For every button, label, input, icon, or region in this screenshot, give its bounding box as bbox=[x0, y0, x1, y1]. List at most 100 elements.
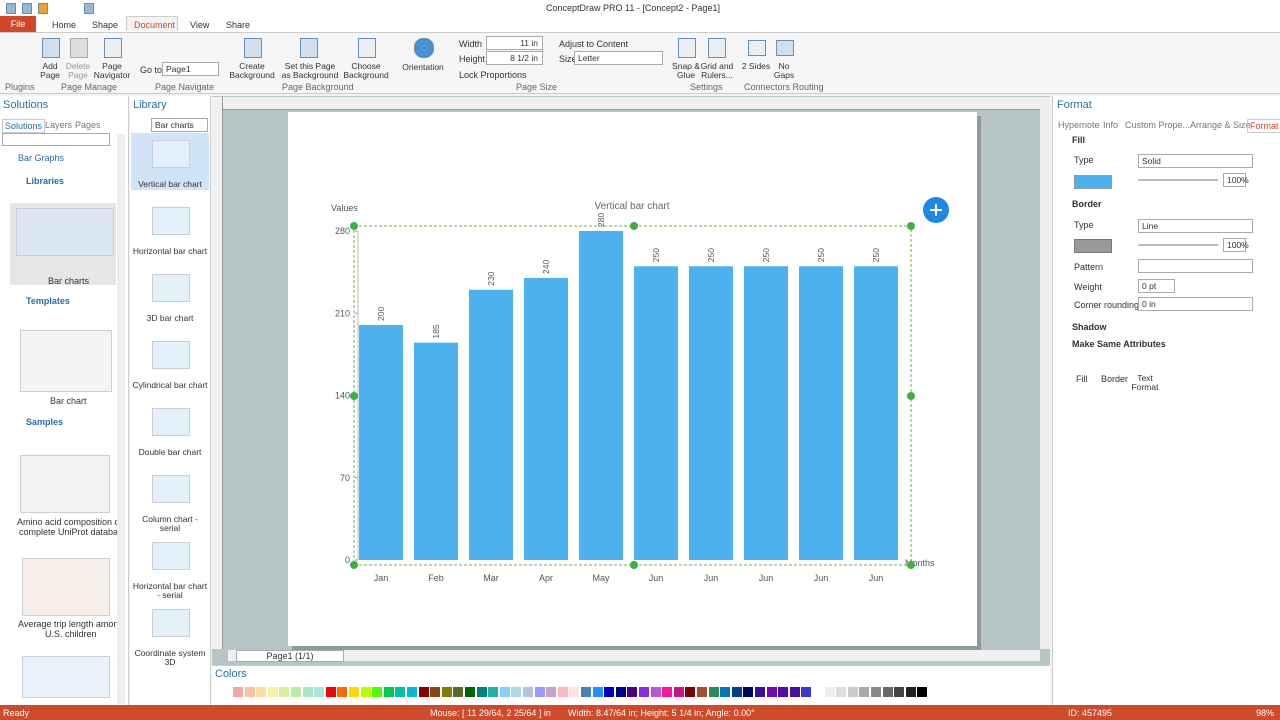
color-swatch bbox=[697, 687, 707, 697]
same-button[interactable]: Border bbox=[1101, 374, 1129, 384]
qa-icon[interactable] bbox=[22, 3, 32, 14]
qa-icon[interactable] bbox=[38, 3, 48, 14]
thumbnail[interactable] bbox=[22, 558, 110, 616]
section-header[interactable]: Fill bbox=[1072, 135, 1085, 145]
goto-input[interactable]: Page1 bbox=[162, 62, 219, 76]
qa-icon[interactable] bbox=[6, 3, 16, 14]
panel-tab[interactable]: Layers bbox=[45, 120, 73, 130]
hscroll[interactable] bbox=[228, 650, 1040, 661]
tab[interactable]: Shape bbox=[92, 20, 119, 30]
color-swatch bbox=[905, 687, 916, 697]
format-tab[interactable]: Hypernote bbox=[1058, 120, 1100, 130]
section-header[interactable]: Border bbox=[1072, 199, 1102, 209]
icon bbox=[70, 38, 88, 58]
tree-item[interactable]: Bar Graphs bbox=[18, 153, 65, 163]
format-tab[interactable]: Format bbox=[1247, 119, 1280, 133]
tree-item[interactable]: Samples bbox=[26, 417, 64, 427]
ribbon-button[interactable]: Page Navigator bbox=[93, 61, 131, 80]
ribbon-button[interactable]: Add Page bbox=[40, 61, 60, 80]
y-tick-label: 140 bbox=[335, 391, 350, 401]
same-button[interactable]: Text Format bbox=[1131, 373, 1159, 392]
color-swatch bbox=[639, 687, 649, 697]
ribbon-button[interactable]: No Gaps bbox=[773, 61, 795, 80]
size-select[interactable]: Letter bbox=[574, 51, 663, 65]
format-tab[interactable]: Custom Prope... bbox=[1125, 120, 1191, 130]
border-color[interactable] bbox=[1074, 239, 1112, 253]
ribbon-button[interactable]: Create Background bbox=[229, 61, 275, 80]
format-panel bbox=[1052, 96, 1280, 705]
border-type[interactable]: Line bbox=[1138, 219, 1253, 233]
pattern-select[interactable] bbox=[1138, 259, 1253, 273]
title-bar bbox=[0, 0, 1280, 16]
item-label[interactable]: complete UniProt databas bbox=[19, 527, 123, 537]
width-input[interactable]: 11 in bbox=[486, 36, 543, 50]
value-label: 200 bbox=[376, 307, 386, 321]
item-label[interactable]: Average trip length amon bbox=[18, 619, 119, 629]
search-box[interactable] bbox=[2, 133, 110, 146]
page-tab[interactable]: Page1 (1/1) bbox=[236, 650, 344, 662]
section-header[interactable]: Shadow bbox=[1072, 322, 1107, 332]
library-item[interactable]: Column chart - serial bbox=[142, 514, 198, 533]
thumbnail[interactable] bbox=[20, 330, 112, 392]
lock-checkbox[interactable]: Lock Proportions bbox=[459, 70, 527, 80]
tab[interactable]: Document bbox=[126, 16, 178, 31]
library-item[interactable]: Cylindrical bar chart bbox=[132, 380, 208, 390]
library-item[interactable]: Coordinate system 3D bbox=[134, 648, 206, 667]
fill-color[interactable] bbox=[1074, 175, 1112, 189]
qa-icon[interactable] bbox=[84, 3, 94, 14]
section-header[interactable]: Make Same Attributes bbox=[1072, 339, 1166, 349]
color-swatch bbox=[650, 687, 661, 697]
tab[interactable]: File bbox=[0, 16, 36, 32]
thumbnail[interactable] bbox=[16, 208, 114, 256]
tab[interactable]: Home bbox=[52, 20, 77, 30]
format-tab[interactable]: Info bbox=[1103, 120, 1119, 130]
color-swatch bbox=[592, 687, 603, 697]
tree-item[interactable]: Libraries bbox=[26, 176, 65, 186]
thumbnail[interactable] bbox=[22, 656, 110, 698]
item-label[interactable]: Amino acid composition c bbox=[17, 517, 120, 527]
scrollbar[interactable] bbox=[117, 134, 125, 704]
panel-tab[interactable]: Pages bbox=[75, 120, 101, 130]
border-opacity[interactable]: 100% bbox=[1223, 238, 1249, 252]
item-label[interactable]: Bar chart bbox=[50, 396, 87, 406]
ribbon-button[interactable]: Grid and Rulers... bbox=[700, 61, 734, 80]
thumbnail[interactable] bbox=[20, 455, 110, 513]
corner-select[interactable]: 0 in bbox=[1138, 297, 1253, 311]
tree-item[interactable]: Templates bbox=[26, 296, 70, 306]
ribbon-button[interactable]: Set this Page as Background bbox=[281, 61, 339, 80]
color-swatch bbox=[569, 687, 580, 697]
x-tick-label: Mar bbox=[483, 573, 499, 583]
item-label[interactable]: U.S. children bbox=[45, 629, 97, 639]
library-item[interactable]: Horizontal bar chart - serial bbox=[132, 581, 208, 600]
y-tick-label: 70 bbox=[340, 473, 350, 483]
tab[interactable]: View bbox=[190, 20, 210, 30]
weight-input[interactable]: 0 pt bbox=[1138, 279, 1175, 293]
ribbon-button[interactable]: Snap & Glue bbox=[672, 61, 700, 80]
adjust-button[interactable]: Adjust to Content bbox=[559, 39, 629, 49]
ribbon-button[interactable]: Choose Background bbox=[343, 61, 389, 80]
add-icon bbox=[930, 204, 942, 216]
same-button[interactable]: Fill bbox=[1076, 374, 1088, 384]
library-item[interactable]: Double bar chart bbox=[138, 447, 202, 457]
panel-tab[interactable]: Solutions bbox=[2, 119, 46, 133]
color-swatch bbox=[546, 687, 557, 697]
ribbon-button[interactable]: Delete Page bbox=[65, 61, 91, 80]
library-select[interactable]: Bar charts bbox=[151, 118, 208, 132]
ribbon-button[interactable]: Orientation bbox=[402, 62, 444, 72]
library-item[interactable]: 3D bar chart bbox=[146, 313, 194, 323]
library-item[interactable]: Vertical bar chart bbox=[138, 179, 202, 189]
fill-type[interactable]: Solid bbox=[1138, 154, 1253, 168]
tab[interactable]: Share bbox=[226, 20, 251, 30]
item-label[interactable]: Bar charts bbox=[48, 276, 90, 286]
x-tick-label: Jun bbox=[814, 573, 829, 583]
color-swatch bbox=[894, 687, 905, 697]
format-tab[interactable]: Arrange & Size bbox=[1190, 120, 1251, 130]
scrollbar[interactable] bbox=[1040, 97, 1050, 649]
library-item[interactable]: Horizontal bar chart bbox=[132, 246, 208, 256]
ribbon-button[interactable]: 2 Sides bbox=[741, 61, 771, 71]
height-input[interactable]: 8 1/2 in bbox=[486, 51, 543, 65]
slider[interactable] bbox=[1138, 179, 1218, 181]
group-label: Settings bbox=[690, 82, 723, 92]
fill-opacity[interactable]: 100% bbox=[1223, 173, 1249, 187]
slider[interactable] bbox=[1138, 244, 1218, 246]
